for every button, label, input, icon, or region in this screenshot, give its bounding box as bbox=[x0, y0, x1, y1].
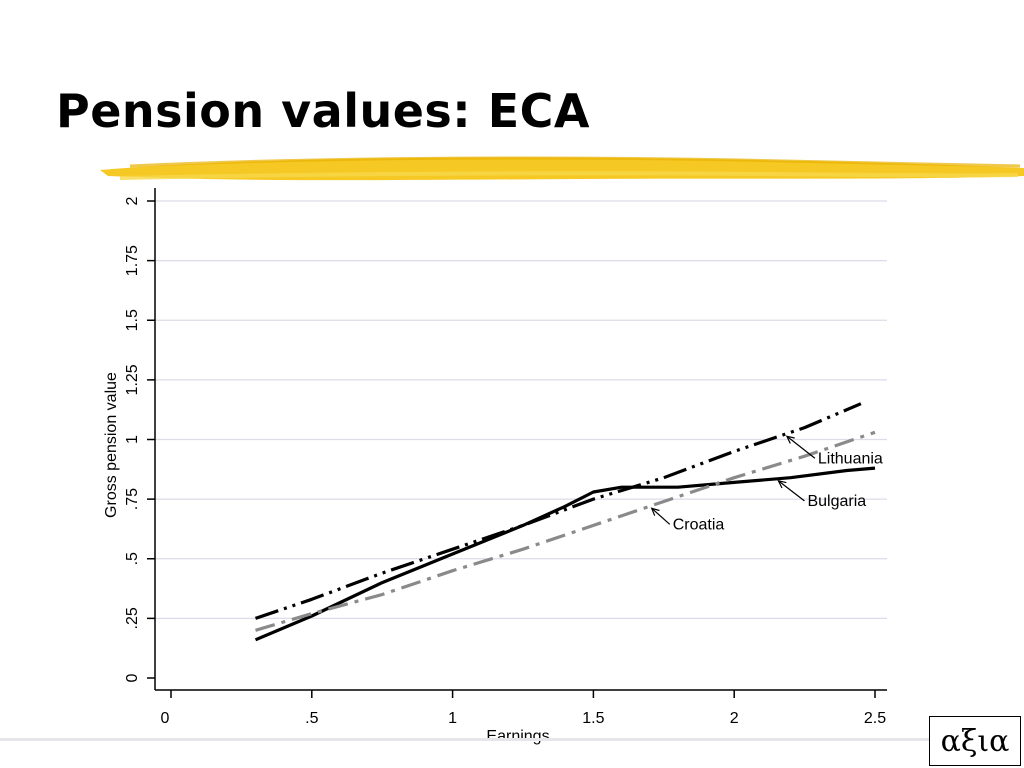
y-tick-label: 0 bbox=[124, 673, 141, 682]
y-tick-label: 1.25 bbox=[124, 364, 141, 395]
slide-title: Pension values: ECA bbox=[56, 84, 590, 138]
y-tick-label: 1.75 bbox=[124, 245, 141, 276]
x-axis-label: Earnings bbox=[486, 728, 549, 745]
y-axis-label: Gross pension value bbox=[103, 372, 120, 518]
x-tick-label: 2 bbox=[730, 710, 739, 727]
annotation-arrowhead bbox=[650, 507, 660, 516]
x-tick-label: .5 bbox=[305, 710, 318, 727]
annotation-arrow bbox=[778, 480, 805, 502]
annotation-arrowhead bbox=[777, 480, 787, 489]
annotation-arrow bbox=[651, 507, 671, 525]
annotations: Lithuania Bulgaria Croatia bbox=[650, 435, 883, 533]
annotation-arrowhead bbox=[785, 435, 795, 444]
logo: αξια bbox=[929, 716, 1021, 766]
annotation-label-bulgaria: Bulgaria bbox=[807, 493, 866, 510]
bottom-rule bbox=[0, 738, 929, 741]
series-line-bulgaria bbox=[254, 466, 876, 642]
y-ticks: 0 .25 .5 .75 1 1.25 1.5 1.75 2 bbox=[124, 196, 155, 682]
x-tick-label: 2.5 bbox=[864, 710, 886, 727]
annotation-label-croatia: Croatia bbox=[673, 516, 725, 533]
x-tick-label: 1.5 bbox=[582, 710, 604, 727]
y-tick-label: 1.5 bbox=[124, 309, 141, 331]
grid-lines bbox=[155, 200, 887, 619]
series-lines bbox=[254, 402, 876, 642]
y-tick-label: .75 bbox=[124, 488, 141, 510]
x-tick-label: 1 bbox=[448, 710, 457, 727]
series-line-lithuania bbox=[254, 402, 862, 620]
y-tick-label: .5 bbox=[124, 552, 141, 565]
y-tick-label: 1 bbox=[124, 435, 141, 444]
y-tick-label: .25 bbox=[124, 607, 141, 629]
annotation-label-lithuania: Lithuania bbox=[818, 450, 883, 467]
annotation-arrow bbox=[786, 435, 816, 459]
y-tick-label: 2 bbox=[124, 196, 141, 205]
x-ticks: 0 .5 1 1.5 2 2.5 bbox=[161, 690, 886, 727]
series-line-croatia bbox=[255, 430, 876, 632]
x-tick-label: 0 bbox=[161, 710, 170, 727]
yellow-highlighter-stroke bbox=[100, 156, 1024, 181]
logo-text: αξια bbox=[940, 723, 1010, 759]
